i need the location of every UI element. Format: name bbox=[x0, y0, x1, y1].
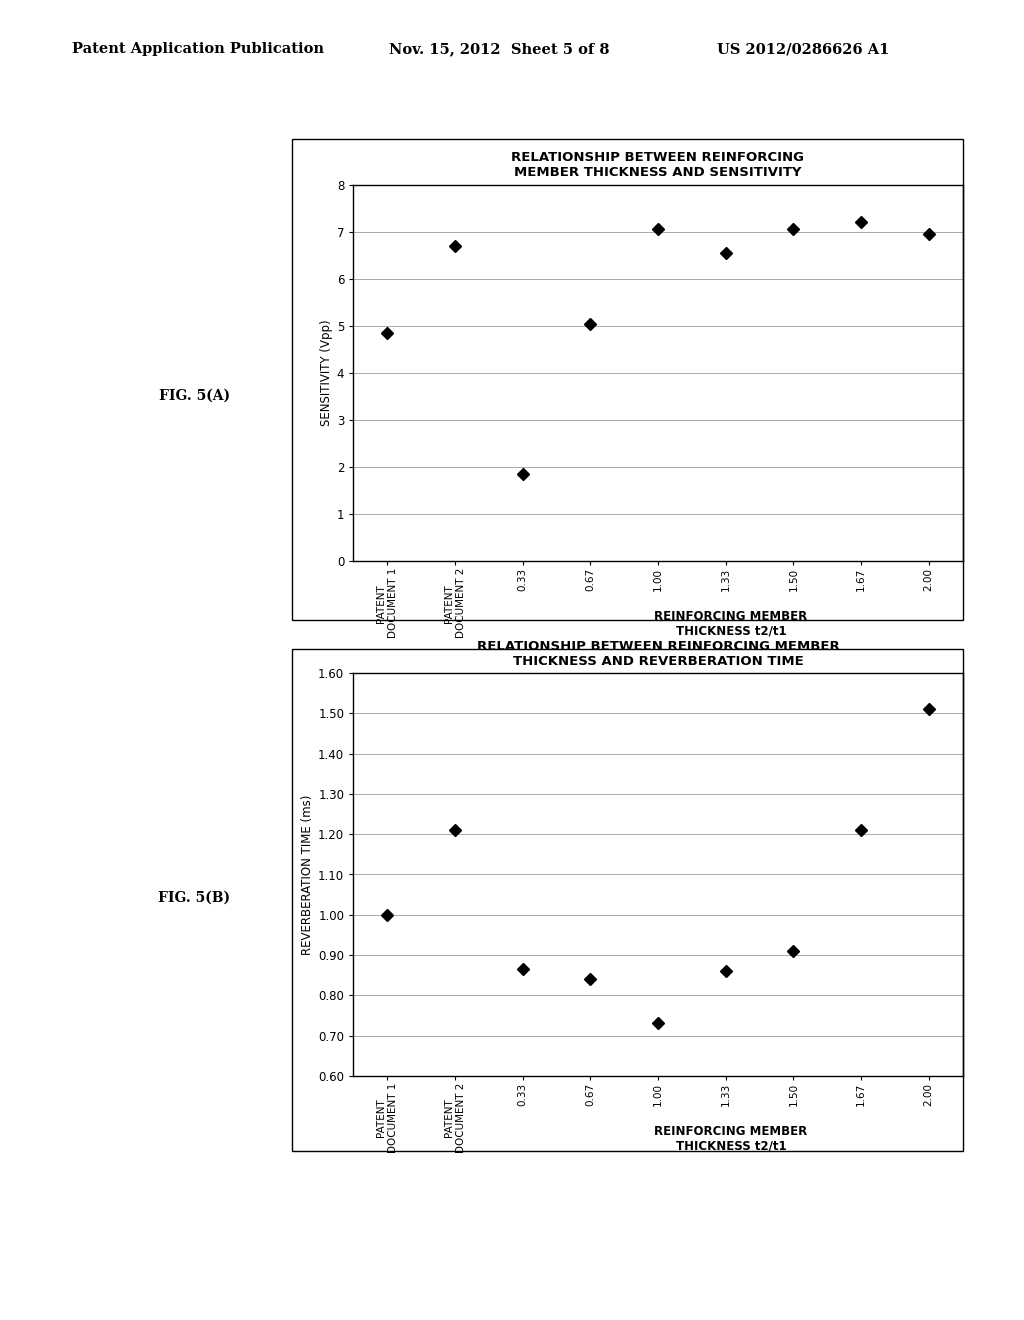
Text: Nov. 15, 2012  Sheet 5 of 8: Nov. 15, 2012 Sheet 5 of 8 bbox=[389, 42, 609, 57]
Text: REINFORCING MEMBER
THICKNESS t2/t1: REINFORCING MEMBER THICKNESS t2/t1 bbox=[654, 610, 808, 638]
Y-axis label: SENSITIVITY (Vpp): SENSITIVITY (Vpp) bbox=[319, 319, 333, 426]
Text: FIG. 5(A): FIG. 5(A) bbox=[159, 389, 230, 403]
Title: RELATIONSHIP BETWEEN REINFORCING
MEMBER THICKNESS AND SENSITIVITY: RELATIONSHIP BETWEEN REINFORCING MEMBER … bbox=[511, 152, 805, 180]
Title: RELATIONSHIP BETWEEN REINFORCING MEMBER
THICKNESS AND REVERBERATION TIME: RELATIONSHIP BETWEEN REINFORCING MEMBER … bbox=[476, 640, 840, 668]
Text: FIG. 5(B): FIG. 5(B) bbox=[159, 891, 230, 904]
Text: REINFORCING MEMBER
THICKNESS t2/t1: REINFORCING MEMBER THICKNESS t2/t1 bbox=[654, 1125, 808, 1152]
Text: Patent Application Publication: Patent Application Publication bbox=[72, 42, 324, 57]
Text: US 2012/0286626 A1: US 2012/0286626 A1 bbox=[717, 42, 889, 57]
Y-axis label: REVERBERATION TIME (ms): REVERBERATION TIME (ms) bbox=[301, 795, 314, 954]
